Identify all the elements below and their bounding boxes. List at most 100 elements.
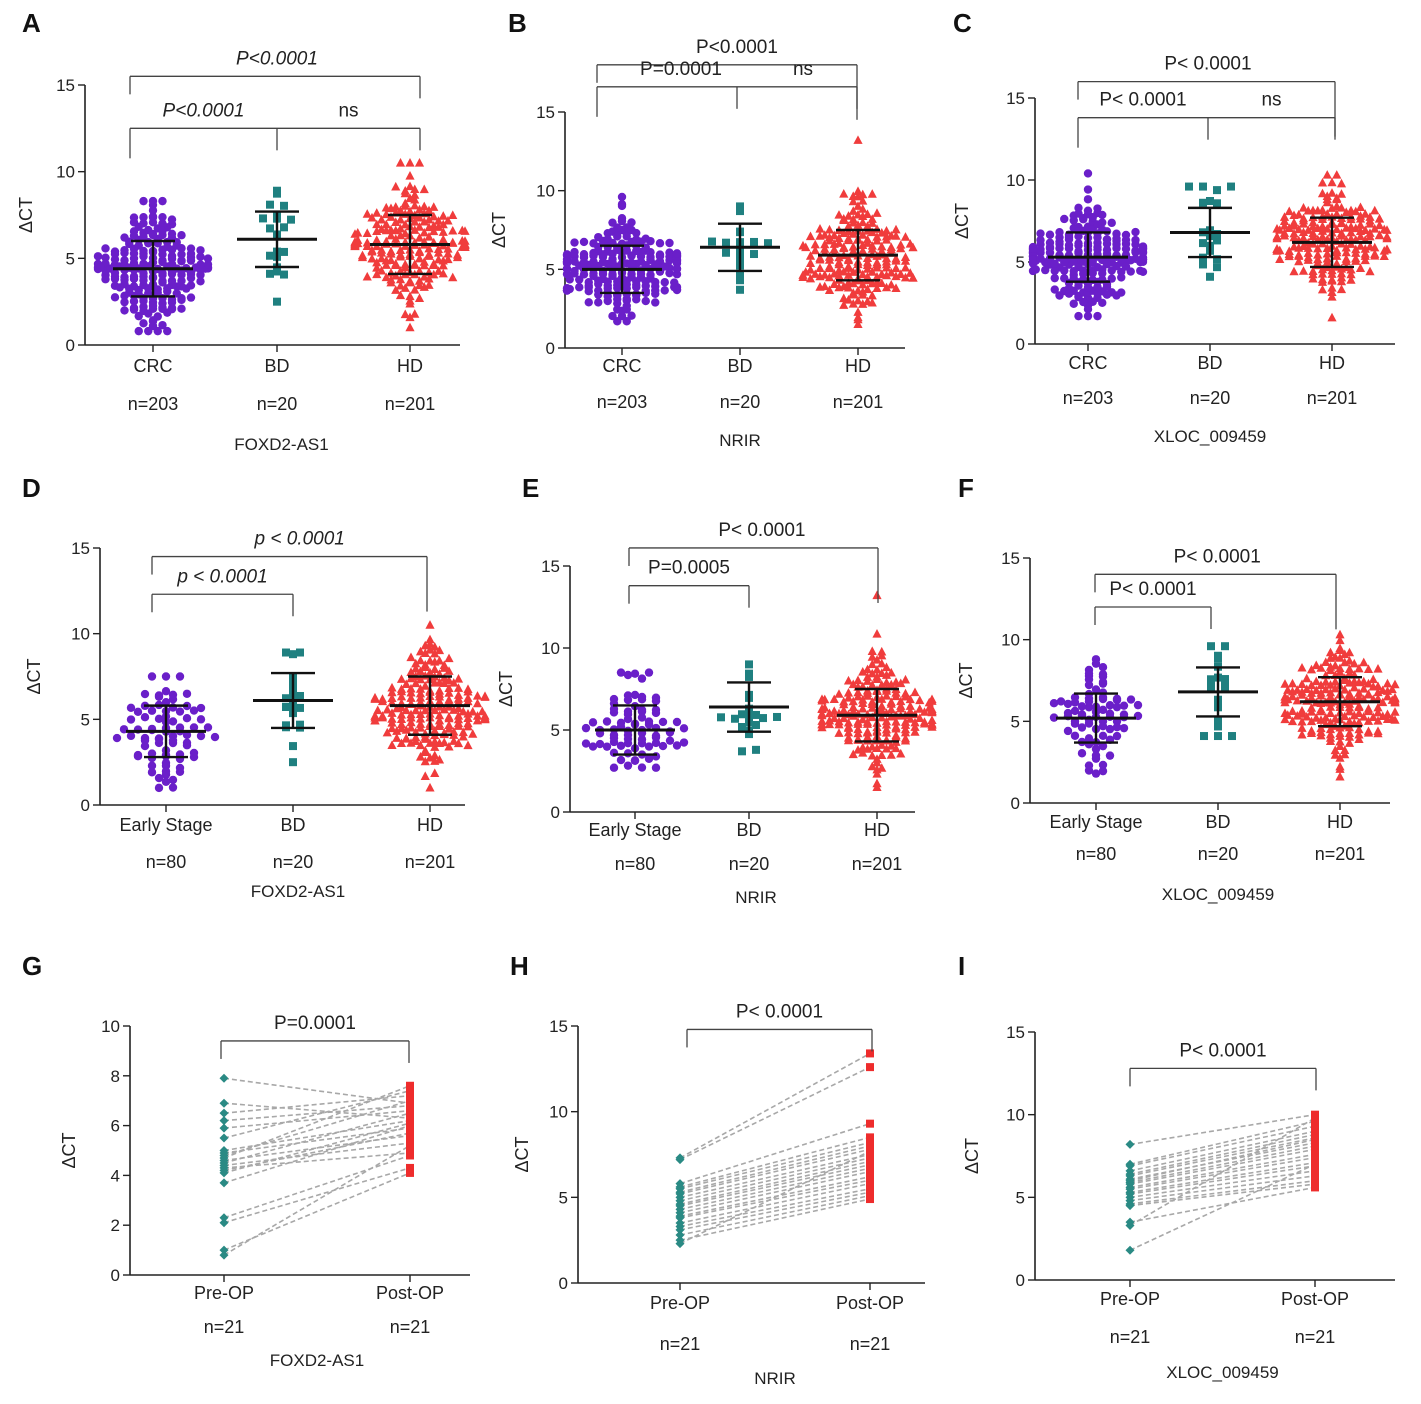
data-point xyxy=(927,707,937,717)
data-point xyxy=(853,220,863,229)
data-point xyxy=(848,217,858,227)
panel-letter: A xyxy=(22,8,41,38)
data-point xyxy=(1074,247,1083,256)
data-point xyxy=(420,756,430,766)
data-point xyxy=(623,734,633,744)
data-point xyxy=(843,211,854,220)
data-point xyxy=(158,320,167,330)
data-point xyxy=(665,252,674,261)
data-point xyxy=(824,715,835,725)
data-point xyxy=(1074,232,1083,241)
data-point xyxy=(750,250,758,259)
data-point xyxy=(139,276,148,285)
data-point xyxy=(391,259,401,268)
data-point xyxy=(630,756,640,765)
y-axis-label: ΔCT xyxy=(962,1138,982,1174)
data-point xyxy=(637,692,647,702)
p-value-label: P< 0.0001 xyxy=(1109,579,1196,600)
data-point xyxy=(891,271,901,281)
data-point xyxy=(1349,658,1359,668)
data-point xyxy=(1325,717,1336,727)
data-point xyxy=(919,707,930,716)
data-point xyxy=(867,680,877,689)
data-point xyxy=(1317,177,1328,187)
pre-op-points xyxy=(219,1073,229,1260)
data-point xyxy=(1325,653,1336,662)
data-point xyxy=(444,653,454,663)
data-point xyxy=(1382,678,1393,688)
data-point xyxy=(415,666,426,676)
data-point xyxy=(1332,247,1342,257)
data-point xyxy=(175,672,185,681)
data-point xyxy=(406,667,416,676)
data-point xyxy=(1098,269,1107,278)
data-point xyxy=(444,713,454,723)
data-point xyxy=(387,693,397,702)
data-point xyxy=(1213,230,1221,239)
data-point xyxy=(872,764,882,774)
error-bar xyxy=(237,210,317,269)
data-point xyxy=(1365,241,1375,251)
data-point xyxy=(453,690,464,699)
data-point xyxy=(609,708,619,717)
data-point xyxy=(1098,722,1108,731)
data-point xyxy=(858,240,868,249)
data-point xyxy=(651,282,660,291)
data-point xyxy=(448,237,458,247)
significance-bracket: P< 0.0001 xyxy=(1094,546,1337,630)
data-point xyxy=(1221,685,1229,694)
data-point xyxy=(434,645,445,655)
data-point xyxy=(745,672,753,681)
data-point xyxy=(1297,716,1307,726)
data-point xyxy=(282,694,290,703)
data-point xyxy=(867,189,877,198)
data-point xyxy=(434,710,445,720)
data-point xyxy=(910,727,920,736)
data-point xyxy=(1084,719,1094,728)
data-point xyxy=(1206,197,1214,206)
data-point xyxy=(1125,1245,1135,1255)
data-point xyxy=(139,293,148,303)
data-point xyxy=(126,731,136,741)
data-point xyxy=(862,688,873,697)
data-point xyxy=(386,212,396,221)
data-point xyxy=(367,253,377,263)
data-point xyxy=(623,749,633,758)
y-tick-label: 10 xyxy=(101,1017,120,1036)
data-point xyxy=(1311,1171,1319,1180)
data-point xyxy=(120,306,129,315)
data-point xyxy=(858,230,868,239)
data-point xyxy=(820,703,830,712)
significance-bracket: p < 0.0001 xyxy=(151,566,294,617)
data-point xyxy=(1360,249,1370,258)
data-point xyxy=(843,295,854,304)
data-point xyxy=(644,742,654,751)
sample-size-label: n=201 xyxy=(1307,388,1358,408)
data-point xyxy=(867,214,877,223)
data-point xyxy=(616,741,626,750)
data-point xyxy=(449,678,459,687)
data-point xyxy=(824,232,835,242)
data-point xyxy=(824,255,835,264)
data-point xyxy=(401,705,411,715)
data-point xyxy=(424,273,434,283)
y-tick-label: 5 xyxy=(66,249,75,268)
data-point xyxy=(1221,679,1229,688)
data-point xyxy=(415,674,426,684)
data-point xyxy=(896,678,906,688)
paired-line xyxy=(223,1112,411,1164)
data-point xyxy=(1346,264,1356,274)
data-point xyxy=(148,206,158,215)
data-point xyxy=(581,723,591,733)
data-point xyxy=(120,245,129,255)
paired-line xyxy=(679,1122,871,1185)
data-point xyxy=(1294,256,1304,266)
data-point xyxy=(608,311,617,321)
data-point xyxy=(163,284,172,293)
gene-label: FOXD2-AS1 xyxy=(251,882,345,901)
y-tick-label: 10 xyxy=(549,1103,568,1122)
data-point xyxy=(848,679,858,689)
data-point xyxy=(430,742,440,751)
data-point xyxy=(400,262,410,272)
data-point xyxy=(391,270,401,280)
